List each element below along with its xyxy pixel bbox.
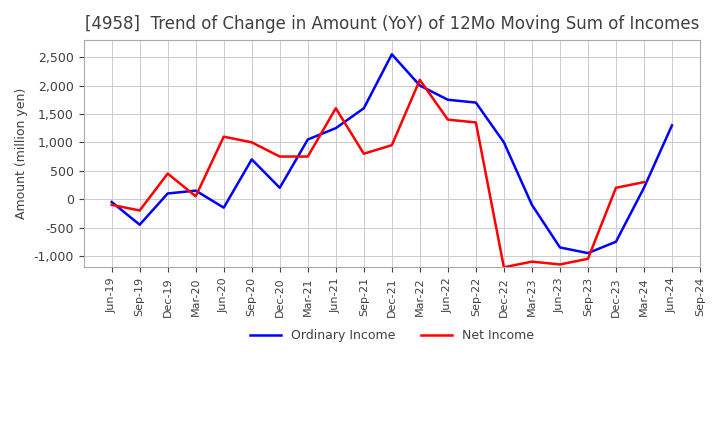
Net Income bbox=[276, 154, 284, 159]
Net Income bbox=[359, 151, 368, 156]
Y-axis label: Amount (million yen): Amount (million yen) bbox=[15, 88, 28, 219]
Net Income bbox=[248, 140, 256, 145]
Ordinary Income bbox=[303, 137, 312, 142]
Ordinary Income bbox=[667, 123, 676, 128]
Net Income bbox=[387, 143, 396, 148]
Legend: Ordinary Income, Net Income: Ordinary Income, Net Income bbox=[245, 324, 539, 348]
Ordinary Income bbox=[276, 185, 284, 191]
Line: Ordinary Income: Ordinary Income bbox=[112, 54, 672, 253]
Net Income bbox=[639, 180, 648, 185]
Net Income bbox=[472, 120, 480, 125]
Ordinary Income bbox=[415, 83, 424, 88]
Net Income bbox=[192, 194, 200, 199]
Title: [4958]  Trend of Change in Amount (YoY) of 12Mo Moving Sum of Incomes: [4958] Trend of Change in Amount (YoY) o… bbox=[85, 15, 699, 33]
Ordinary Income bbox=[639, 185, 648, 191]
Ordinary Income bbox=[556, 245, 564, 250]
Ordinary Income bbox=[359, 106, 368, 111]
Ordinary Income bbox=[472, 100, 480, 105]
Net Income bbox=[303, 154, 312, 159]
Net Income bbox=[163, 171, 172, 176]
Net Income bbox=[528, 259, 536, 264]
Net Income bbox=[444, 117, 452, 122]
Ordinary Income bbox=[220, 205, 228, 210]
Net Income bbox=[331, 106, 340, 111]
Net Income bbox=[135, 208, 144, 213]
Net Income bbox=[584, 256, 593, 261]
Ordinary Income bbox=[163, 191, 172, 196]
Net Income bbox=[556, 262, 564, 267]
Net Income bbox=[220, 134, 228, 139]
Ordinary Income bbox=[107, 199, 116, 205]
Net Income bbox=[107, 202, 116, 208]
Ordinary Income bbox=[500, 140, 508, 145]
Ordinary Income bbox=[331, 125, 340, 131]
Ordinary Income bbox=[611, 239, 620, 244]
Ordinary Income bbox=[444, 97, 452, 103]
Ordinary Income bbox=[387, 51, 396, 57]
Ordinary Income bbox=[248, 157, 256, 162]
Ordinary Income bbox=[584, 250, 593, 256]
Net Income bbox=[415, 77, 424, 83]
Net Income bbox=[500, 265, 508, 270]
Ordinary Income bbox=[528, 202, 536, 208]
Ordinary Income bbox=[135, 222, 144, 227]
Line: Net Income: Net Income bbox=[112, 80, 644, 268]
Net Income bbox=[611, 185, 620, 191]
Ordinary Income bbox=[192, 188, 200, 193]
